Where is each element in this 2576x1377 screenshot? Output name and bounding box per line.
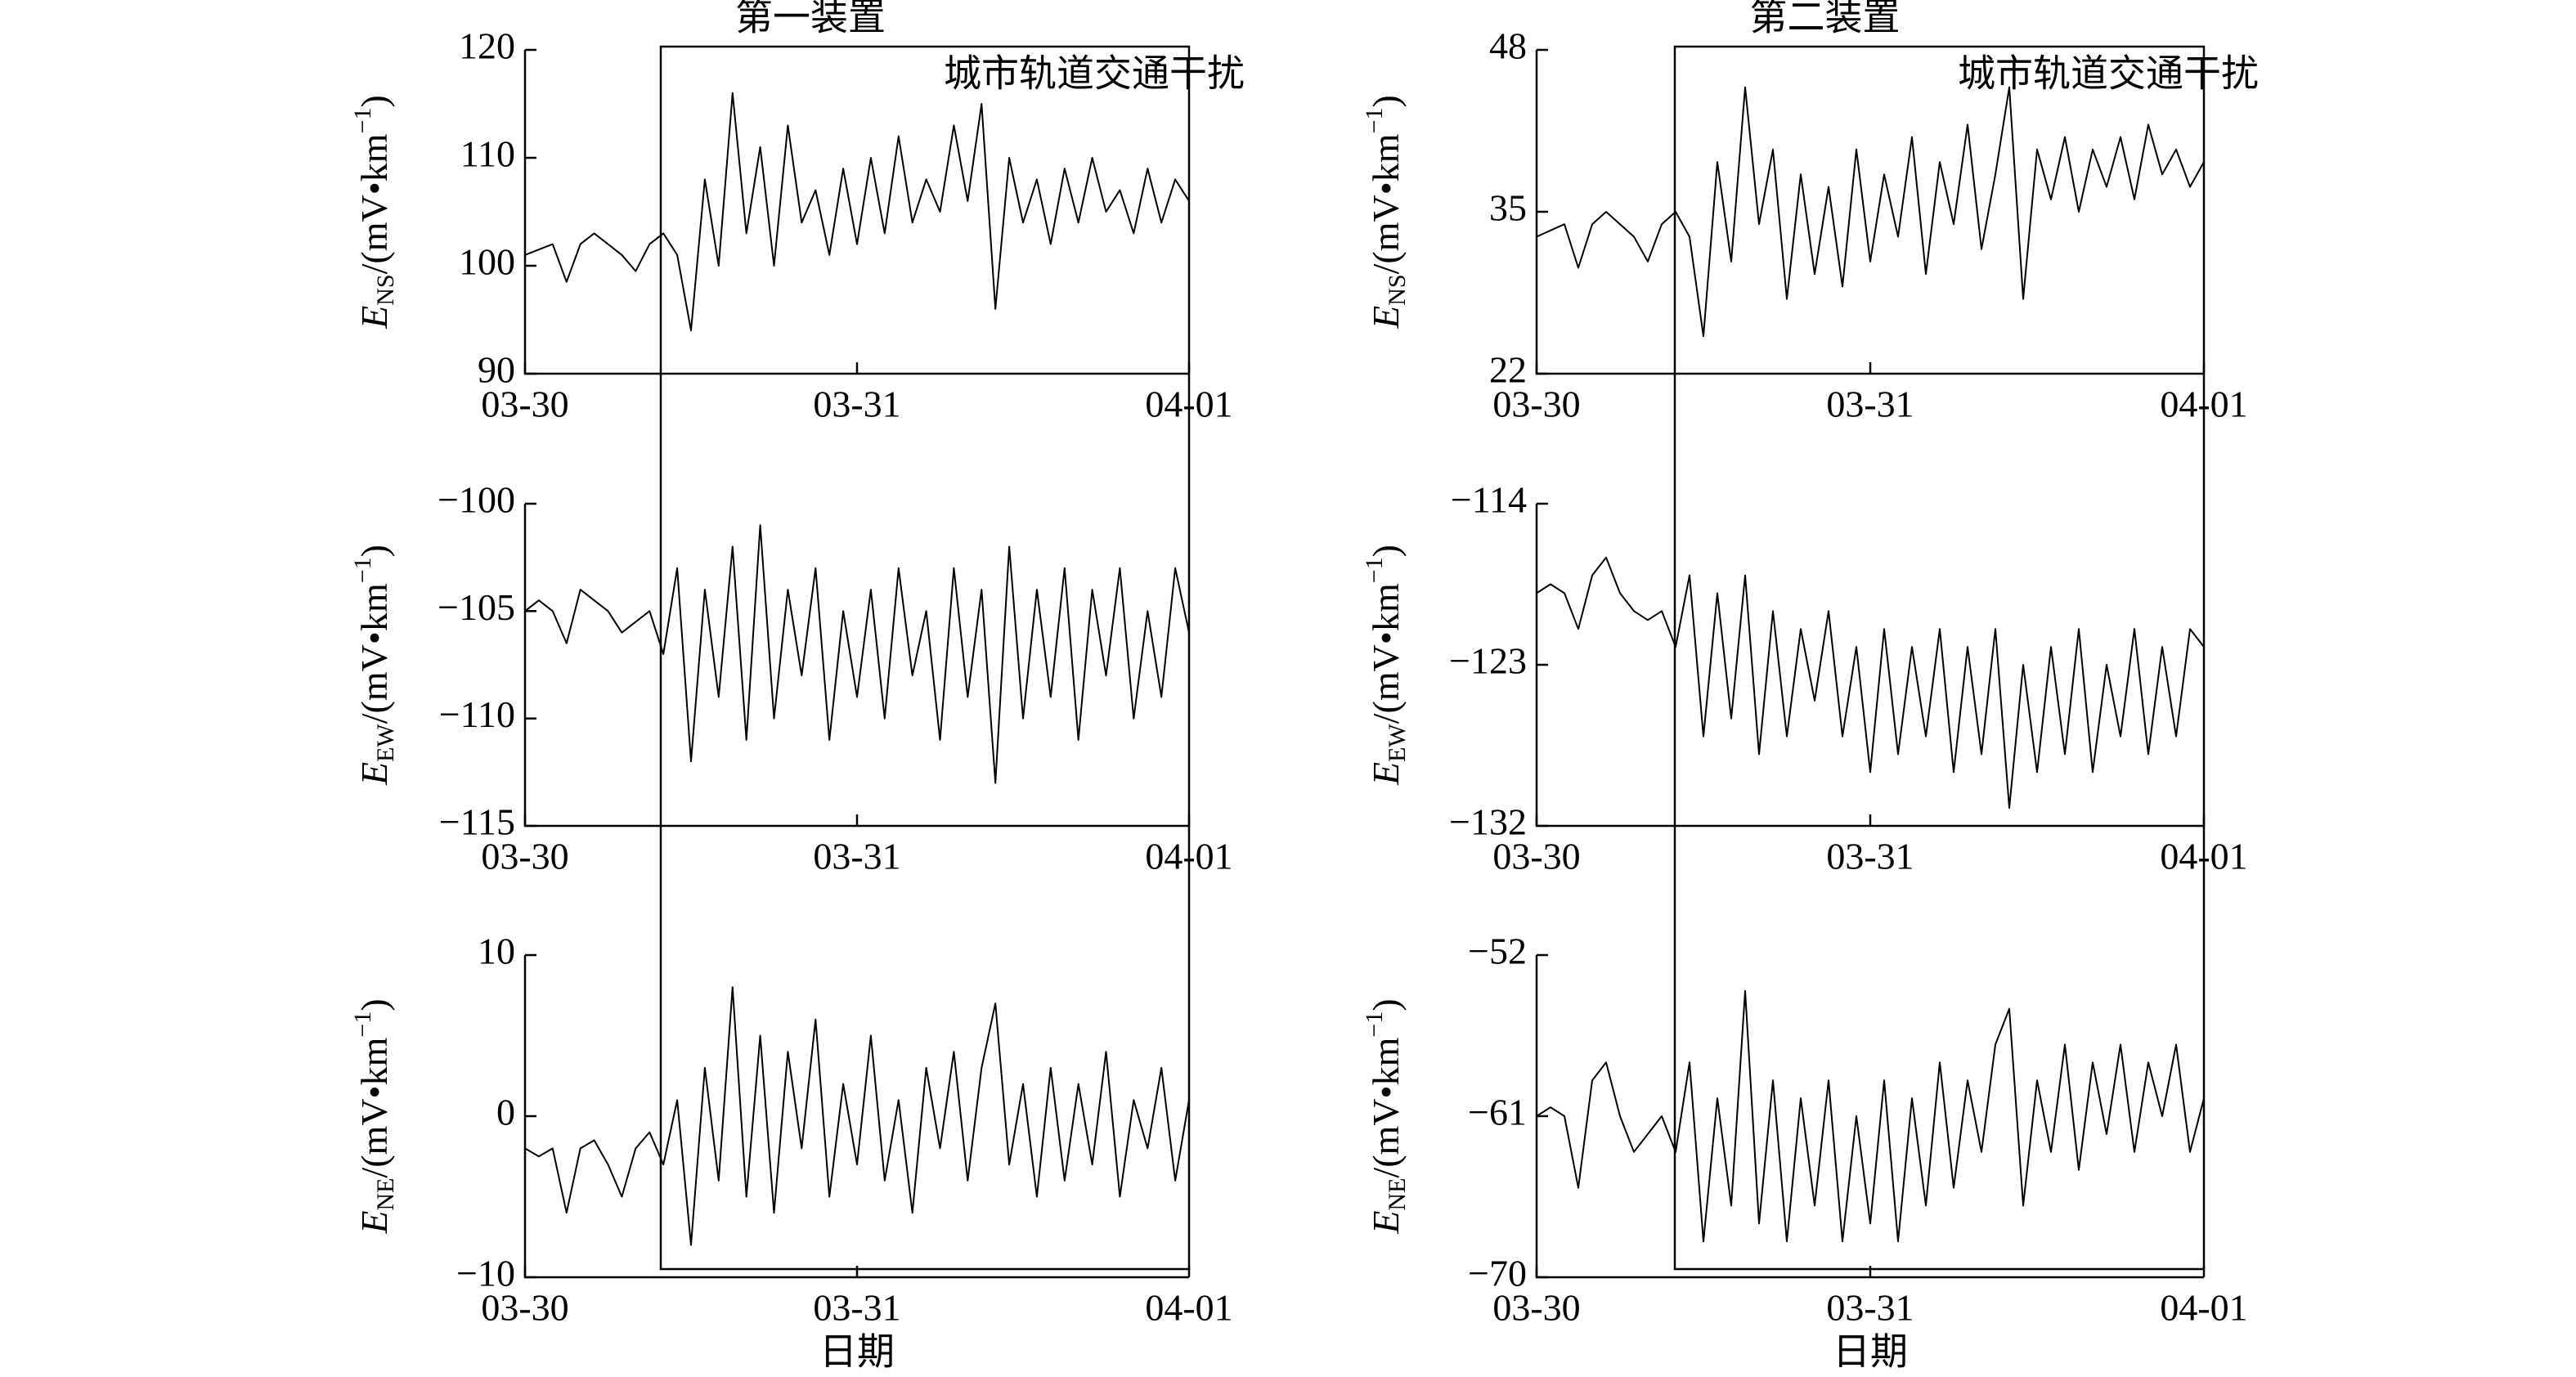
x-axis-label: 日期 bbox=[819, 1331, 895, 1373]
y-tick-label: −123 bbox=[1449, 640, 1527, 682]
axes bbox=[523, 504, 1189, 828]
y-axis-label: ENE/(mV•km−1) bbox=[349, 998, 399, 1234]
y-label-close: ) bbox=[353, 545, 395, 557]
y-label-symbol: E bbox=[1365, 762, 1407, 786]
x-tick-label: 03-31 bbox=[813, 836, 900, 877]
y-tick-label: −105 bbox=[438, 586, 515, 628]
y-tick-label: 100 bbox=[459, 241, 515, 283]
data-line bbox=[1536, 556, 2205, 810]
y-tick-label: 22 bbox=[1489, 349, 1527, 391]
y-tick-label: 10 bbox=[478, 931, 515, 972]
data-line bbox=[1536, 989, 2205, 1243]
y-label-symbol: E bbox=[1365, 306, 1407, 330]
y-label-unit: /(mV•km bbox=[353, 133, 395, 274]
annotation: 城市轨道交通干扰 bbox=[944, 53, 1245, 95]
axes bbox=[1535, 504, 2204, 828]
y-label-close: ) bbox=[1365, 545, 1407, 557]
y-tick-label: −100 bbox=[438, 479, 515, 521]
x-tick-label: 04-01 bbox=[1145, 836, 1232, 877]
y-label-subscript: EW bbox=[1384, 724, 1411, 762]
x-tick-label: 04-01 bbox=[1145, 1287, 1232, 1329]
x-tick-label: 04-01 bbox=[2160, 836, 2247, 877]
y-label-unit: /(mV•km bbox=[1365, 133, 1407, 274]
y-label-subscript: EW bbox=[372, 724, 399, 762]
y-label-exponent: −1 bbox=[349, 1011, 376, 1038]
y-label-subscript: NS bbox=[372, 274, 399, 305]
y-tick-label: −110 bbox=[439, 693, 515, 735]
y-label-symbol: E bbox=[1365, 1211, 1407, 1235]
y-label-unit: /(mV•km bbox=[1365, 583, 1407, 724]
y-tick-label: 110 bbox=[460, 133, 515, 175]
y-label-subscript: NS bbox=[1384, 274, 1411, 305]
x-tick-label: 04-01 bbox=[2160, 1287, 2247, 1329]
x-tick-label: 03-30 bbox=[1492, 383, 1580, 425]
x-tick-label: 03-31 bbox=[1826, 836, 1914, 877]
x-tick-label: 03-30 bbox=[481, 383, 568, 425]
data-line bbox=[1536, 86, 2205, 338]
y-label-unit: /(mV•km bbox=[353, 1037, 395, 1177]
axes bbox=[523, 50, 1189, 375]
y-label-unit: /(mV•km bbox=[353, 583, 395, 724]
x-tick-label: 03-31 bbox=[813, 1287, 900, 1329]
data-line bbox=[524, 92, 1190, 332]
y-tick-label: −61 bbox=[1468, 1092, 1527, 1133]
y-label-unit: /(mV•km bbox=[1365, 1037, 1407, 1177]
y-tick-label: 35 bbox=[1489, 187, 1527, 229]
y-label-subscript: NE bbox=[1384, 1178, 1411, 1211]
y-tick-label: −114 bbox=[1451, 479, 1527, 521]
y-axis-label: EEW/(mV•km−1) bbox=[1361, 545, 1411, 786]
y-label-close: ) bbox=[1365, 998, 1407, 1011]
y-label-exponent: −1 bbox=[349, 557, 376, 583]
interference-box bbox=[659, 45, 1191, 1271]
y-tick-label: −115 bbox=[439, 801, 515, 843]
y-axis-label: ENS/(mV•km−1) bbox=[349, 95, 399, 330]
annotation: 城市轨道交通干扰 bbox=[1958, 53, 2259, 95]
x-tick-label: 04-01 bbox=[1145, 383, 1232, 425]
y-label-symbol: E bbox=[353, 1211, 395, 1235]
y-label-close: ) bbox=[353, 95, 395, 107]
y-label-exponent: −1 bbox=[1361, 107, 1388, 133]
y-axis-label: ENS/(mV•km−1) bbox=[1361, 95, 1411, 330]
y-tick-label: 48 bbox=[1489, 25, 1527, 67]
y-label-symbol: E bbox=[353, 762, 395, 786]
y-tick-label: 120 bbox=[459, 25, 515, 67]
x-tick-label: 03-30 bbox=[481, 1287, 568, 1329]
x-tick-label: 03-30 bbox=[481, 836, 568, 877]
interference-box bbox=[1673, 45, 2206, 1271]
y-label-exponent: −1 bbox=[1361, 557, 1388, 583]
y-axis-label: EEW/(mV•km−1) bbox=[349, 545, 399, 786]
y-label-close: ) bbox=[353, 998, 395, 1011]
x-tick-label: 04-01 bbox=[2160, 383, 2247, 425]
axes bbox=[1535, 50, 2204, 375]
column-title: 第一装置 bbox=[735, 0, 886, 38]
y-label-exponent: −1 bbox=[1361, 1011, 1388, 1038]
x-axis-label: 日期 bbox=[1833, 1331, 1908, 1373]
column-title: 第二装置 bbox=[1750, 0, 1901, 38]
y-axis-label: ENE/(mV•km−1) bbox=[1361, 998, 1411, 1234]
y-tick-label: 90 bbox=[478, 349, 515, 391]
x-tick-label: 03-30 bbox=[1492, 1287, 1580, 1329]
y-tick-label: −132 bbox=[1449, 801, 1527, 843]
y-label-symbol: E bbox=[353, 306, 395, 330]
data-line bbox=[524, 986, 1190, 1246]
x-tick-label: 03-31 bbox=[813, 383, 900, 425]
x-tick-label: 03-31 bbox=[1826, 383, 1914, 425]
x-tick-label: 03-31 bbox=[1826, 1287, 1914, 1329]
y-tick-label: −52 bbox=[1468, 931, 1527, 972]
y-label-subscript: NE bbox=[372, 1178, 399, 1211]
y-label-close: ) bbox=[1365, 95, 1407, 107]
x-tick-label: 03-30 bbox=[1492, 836, 1580, 877]
data-line bbox=[524, 524, 1190, 784]
y-tick-label: −10 bbox=[456, 1253, 515, 1294]
y-tick-label: −70 bbox=[1468, 1253, 1527, 1294]
axes bbox=[523, 955, 1189, 1279]
y-tick-label: 0 bbox=[496, 1092, 515, 1133]
y-label-exponent: −1 bbox=[349, 107, 376, 133]
